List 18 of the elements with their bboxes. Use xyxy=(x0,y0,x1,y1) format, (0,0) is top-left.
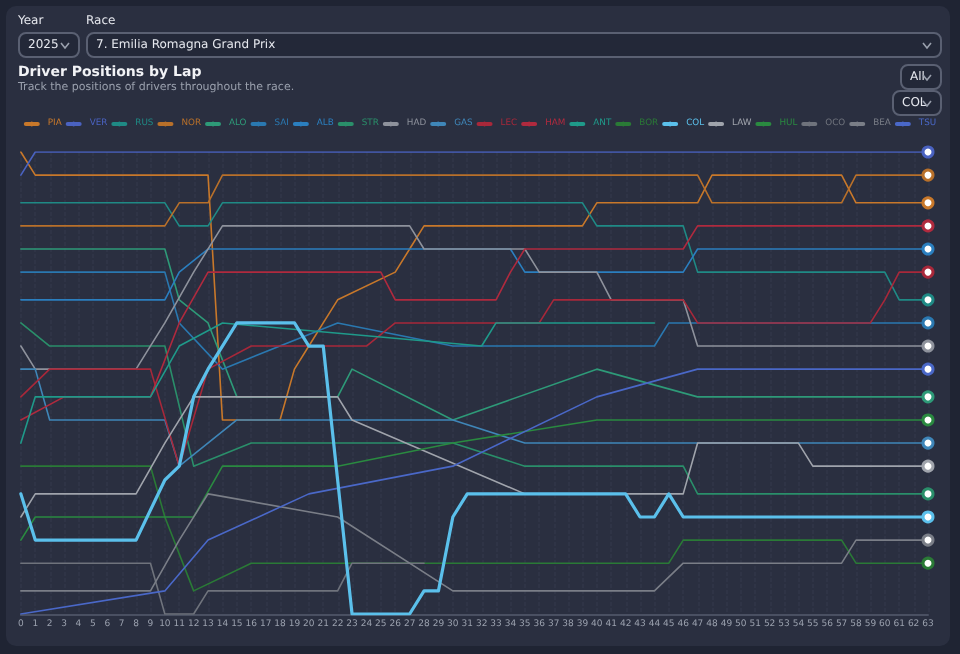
point xyxy=(921,459,935,473)
point xyxy=(921,556,935,570)
point xyxy=(921,196,935,210)
point xyxy=(921,510,935,524)
point xyxy=(921,436,935,450)
point xyxy=(921,265,935,279)
point xyxy=(921,487,935,501)
point xyxy=(921,168,935,182)
point xyxy=(921,242,935,256)
point xyxy=(921,413,935,427)
point xyxy=(921,145,935,159)
point xyxy=(921,339,935,353)
point xyxy=(921,293,935,307)
point xyxy=(921,390,935,404)
point xyxy=(921,533,935,547)
point xyxy=(921,316,935,330)
point xyxy=(921,219,935,233)
point xyxy=(921,362,935,376)
